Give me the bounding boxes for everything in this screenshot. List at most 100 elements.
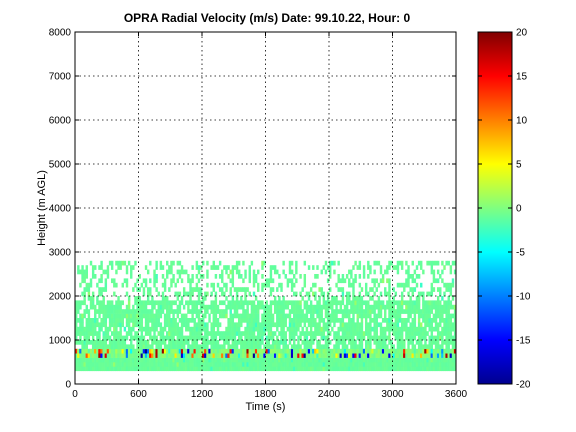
heatmap-cell <box>280 282 283 288</box>
heatmap-cell <box>89 340 93 345</box>
heatmap-cell <box>136 318 139 323</box>
heatmap-cell <box>407 278 410 284</box>
heatmap-cell <box>388 265 391 270</box>
heatmap-cell <box>350 326 353 332</box>
heatmap-cell <box>288 318 292 323</box>
heatmap-cell <box>358 282 362 288</box>
heatmap-cell <box>290 344 294 350</box>
heatmap-cell <box>451 353 455 358</box>
heatmap-cell <box>191 362 194 367</box>
heatmap-cell <box>396 265 400 270</box>
heatmap-cell <box>403 300 406 306</box>
heatmap-cell <box>441 348 444 354</box>
heatmap-cell <box>415 309 419 314</box>
heatmap-cell <box>170 353 173 358</box>
heatmap-cell <box>398 362 402 367</box>
heatmap-cell <box>447 353 450 358</box>
heatmap-cell <box>386 357 389 363</box>
heatmap-cell <box>130 309 133 314</box>
heatmap-cell <box>284 357 287 363</box>
heatmap-cell <box>293 362 296 367</box>
heatmap-cell <box>428 357 431 363</box>
heatmap-cell <box>77 348 80 354</box>
heatmap-cell <box>223 353 226 358</box>
heatmap-cell <box>379 309 383 314</box>
heatmap-cell <box>176 313 180 319</box>
heatmap-cell <box>388 331 391 336</box>
heatmap-cell <box>301 362 304 367</box>
heatmap-cell <box>75 309 78 314</box>
heatmap-cell <box>106 348 110 354</box>
heatmap-cell <box>280 309 283 314</box>
heatmap-cell <box>375 357 378 363</box>
heatmap-cell <box>280 348 283 354</box>
heatmap-cell <box>265 300 268 306</box>
heatmap-cell <box>189 353 192 358</box>
heatmap-cell <box>212 366 215 372</box>
heatmap-cell <box>250 362 254 367</box>
heatmap-cell <box>263 344 266 350</box>
heatmap-cell <box>174 362 177 367</box>
heatmap-cell <box>221 331 224 336</box>
heatmap-cell <box>96 353 99 358</box>
heatmap-cell <box>161 291 165 297</box>
heatmap-cell <box>113 326 116 332</box>
heatmap-cell <box>121 353 124 358</box>
heatmap-cell <box>89 357 93 363</box>
heatmap-cell <box>159 304 163 310</box>
heatmap-cell <box>159 366 163 372</box>
heatmap-cell <box>428 260 431 266</box>
heatmap-cell <box>108 300 112 306</box>
heatmap-cell <box>136 357 139 363</box>
heatmap-cell <box>87 335 91 341</box>
heatmap-cell <box>432 318 436 323</box>
heatmap-cell <box>392 366 395 372</box>
heatmap-cell <box>288 353 292 358</box>
heatmap-cell <box>225 282 228 288</box>
heatmap-cell <box>119 260 122 266</box>
heatmap-cell <box>426 300 429 306</box>
heatmap-cell <box>246 309 249 314</box>
heatmap-cell <box>443 322 446 328</box>
heatmap-cell <box>168 366 171 372</box>
heatmap-cell <box>130 357 133 363</box>
heatmap-cell <box>439 322 442 328</box>
heatmap-cell <box>436 322 440 328</box>
heatmap-cell <box>269 326 273 332</box>
heatmap-cell <box>396 269 400 275</box>
heatmap-cell <box>75 335 78 341</box>
heatmap-cell <box>254 309 258 314</box>
heatmap-cell <box>428 291 431 297</box>
heatmap-cell <box>113 318 116 323</box>
heatmap-cell <box>254 326 258 332</box>
heatmap-cell <box>265 278 268 284</box>
heatmap-cell <box>345 274 349 279</box>
heatmap-cell <box>335 344 338 350</box>
heatmap-cell <box>307 296 311 301</box>
heatmap-cell <box>345 291 349 297</box>
heatmap-cell <box>172 357 175 363</box>
heatmap-cell <box>417 366 421 372</box>
heatmap-cell <box>155 366 158 372</box>
heatmap-cell <box>445 287 448 292</box>
heatmap-cell <box>100 278 103 284</box>
heatmap-cell <box>79 331 82 336</box>
heatmap-cell <box>439 335 442 341</box>
heatmap-cell <box>231 362 235 367</box>
heatmap-cell <box>227 322 230 328</box>
heatmap-cell <box>166 313 169 319</box>
heatmap-cell <box>405 362 408 367</box>
heatmap-cell <box>354 344 357 350</box>
heatmap-cell <box>362 331 366 336</box>
heatmap-cell <box>117 309 120 314</box>
heatmap-cell <box>187 304 190 310</box>
heatmap-cell <box>223 344 226 350</box>
heatmap-cell <box>89 331 93 336</box>
heatmap-cell <box>252 269 256 275</box>
heatmap-cell <box>134 362 137 367</box>
heatmap-cell <box>155 309 158 314</box>
heatmap-cell <box>271 287 275 292</box>
heatmap-cell <box>307 265 311 270</box>
heatmap-cell <box>386 278 389 284</box>
heatmap-cell <box>242 318 245 323</box>
